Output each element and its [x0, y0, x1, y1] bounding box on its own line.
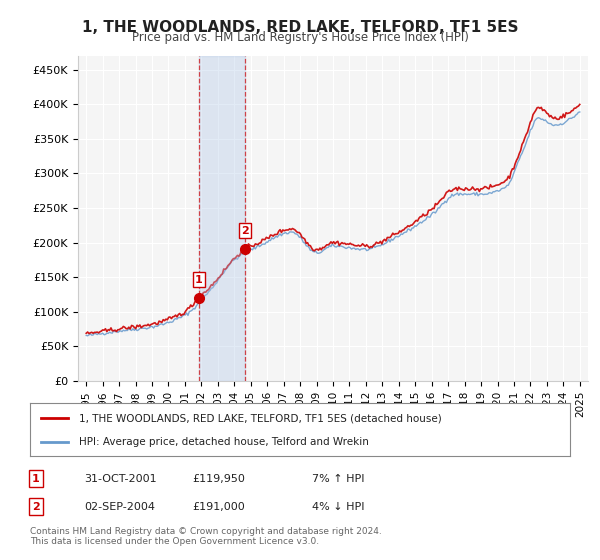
Text: 1, THE WOODLANDS, RED LAKE, TELFORD, TF1 5ES: 1, THE WOODLANDS, RED LAKE, TELFORD, TF1…: [82, 20, 518, 35]
Text: Contains HM Land Registry data © Crown copyright and database right 2024.
This d: Contains HM Land Registry data © Crown c…: [30, 526, 382, 546]
Text: 31-OCT-2001: 31-OCT-2001: [84, 474, 157, 484]
Text: 1, THE WOODLANDS, RED LAKE, TELFORD, TF1 5ES (detached house): 1, THE WOODLANDS, RED LAKE, TELFORD, TF1…: [79, 413, 442, 423]
Text: £191,000: £191,000: [192, 502, 245, 512]
Text: 1: 1: [32, 474, 40, 484]
Text: 2: 2: [241, 226, 249, 236]
Text: HPI: Average price, detached house, Telford and Wrekin: HPI: Average price, detached house, Telf…: [79, 436, 368, 446]
Text: 1: 1: [195, 275, 203, 284]
Text: Price paid vs. HM Land Registry's House Price Index (HPI): Price paid vs. HM Land Registry's House …: [131, 31, 469, 44]
Text: 7% ↑ HPI: 7% ↑ HPI: [312, 474, 365, 484]
Text: 4% ↓ HPI: 4% ↓ HPI: [312, 502, 365, 512]
Text: 02-SEP-2004: 02-SEP-2004: [84, 502, 155, 512]
Text: £119,950: £119,950: [192, 474, 245, 484]
Text: 2: 2: [32, 502, 40, 512]
Bar: [199, 56, 245, 381]
